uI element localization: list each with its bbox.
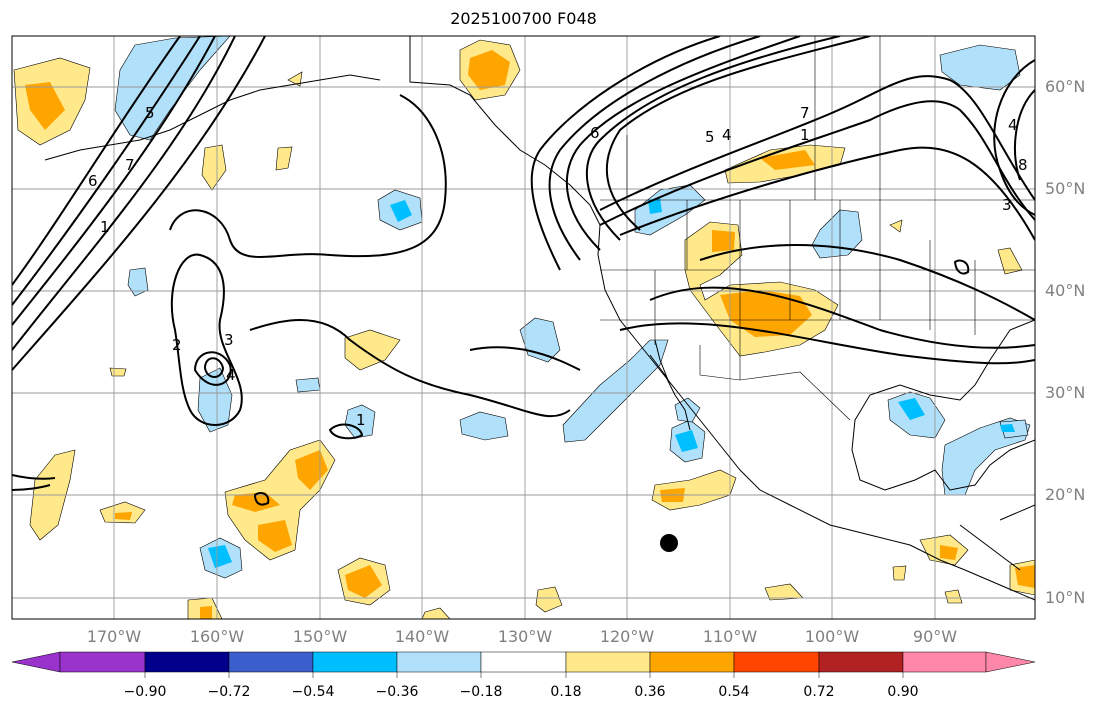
contour-label: 6 bbox=[590, 124, 600, 142]
longitude-label: 90°W bbox=[912, 627, 958, 646]
contour-label: 4 bbox=[722, 126, 732, 144]
height-contours bbox=[12, 36, 1035, 506]
latitude-label: 60°N bbox=[1045, 77, 1086, 96]
longitude-label: 140°W bbox=[394, 627, 450, 646]
latitude-label: 50°N bbox=[1045, 179, 1086, 198]
contour-label: 1 bbox=[356, 411, 366, 429]
longitude-label: 110°W bbox=[702, 627, 758, 646]
position-marker bbox=[660, 534, 678, 552]
contour-label: 4 bbox=[226, 366, 236, 384]
latitude-label: 40°N bbox=[1045, 281, 1086, 300]
colorbar-tick-label: −0.54 bbox=[291, 684, 335, 700]
longitude-label: 150°W bbox=[292, 627, 348, 646]
longitude-label: 120°W bbox=[599, 627, 655, 646]
colorbar bbox=[11, 651, 1036, 678]
colorbar-tick-label: −0.36 bbox=[375, 684, 419, 700]
longitude-label: 100°W bbox=[804, 627, 860, 646]
contour-label: 4 bbox=[1008, 116, 1018, 134]
colorbar-tick-label: −0.18 bbox=[459, 684, 503, 700]
contour-label: 2 bbox=[172, 336, 182, 354]
contour-label: 7 bbox=[125, 156, 135, 174]
contour-label: 3 bbox=[1002, 196, 1012, 214]
colorbar-tick-label: 0.18 bbox=[550, 684, 582, 700]
map-title: 2025100700 F048 bbox=[450, 9, 597, 28]
colorbar-tick-label: −0.90 bbox=[123, 684, 167, 700]
longitude-label: 160°W bbox=[189, 627, 245, 646]
colorbar-extend-low bbox=[11, 651, 61, 673]
contour-label: 7 bbox=[800, 104, 810, 122]
colorbar-tick-label: 0.54 bbox=[718, 684, 750, 700]
latitude-label: 10°N bbox=[1045, 588, 1086, 607]
longitude-label: 170°W bbox=[86, 627, 142, 646]
contour-labels: 6 1 5 7 4 2 3 1 6 5 4 1 7 4 8 3 bbox=[88, 104, 1028, 429]
strong-negative-anomaly-regions bbox=[208, 198, 1015, 568]
colorbar-tick-label: 0.72 bbox=[803, 684, 835, 700]
colorbar-tick-label: −0.72 bbox=[207, 684, 251, 700]
contour-label: 1 bbox=[100, 218, 110, 236]
contour-label: 5 bbox=[145, 104, 155, 122]
contour-label: 3 bbox=[224, 331, 234, 349]
contour-label: 8 bbox=[1018, 156, 1028, 174]
colorbar-tick-label: 0.36 bbox=[634, 684, 666, 700]
contour-label: 1 bbox=[800, 126, 810, 144]
colorbar-tick-label: 0.90 bbox=[887, 684, 919, 700]
political-borders bbox=[600, 36, 1035, 421]
colorbar-extend-high bbox=[985, 651, 1036, 673]
contour-label: 5 bbox=[705, 128, 715, 146]
latitude-label: 30°N bbox=[1045, 383, 1086, 402]
contour-label: 6 bbox=[88, 172, 98, 190]
longitude-label: 130°W bbox=[497, 627, 553, 646]
latitude-label: 20°N bbox=[1045, 485, 1086, 504]
strong-positive-anomaly-regions bbox=[25, 50, 1035, 619]
